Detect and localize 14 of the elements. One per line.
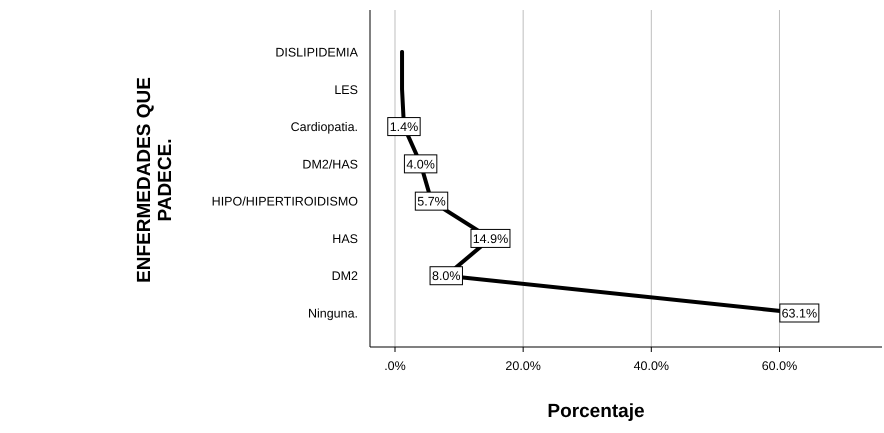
y-tick-label: Ninguna. xyxy=(308,306,358,320)
x-axis-title: Porcentaje xyxy=(547,401,645,422)
y-tick-label: HAS xyxy=(332,232,358,246)
y-tick-label: DM2/HAS xyxy=(302,157,358,172)
y-tick-label: LES xyxy=(334,82,358,97)
y-axis-title: ENFERMEDADES QUE PADECE. xyxy=(134,77,176,283)
y-tick-label: HIPO/HIPERTIROIDISMO xyxy=(212,194,358,209)
x-tick-label: 20.0% xyxy=(505,359,541,373)
x-tick-label: .0% xyxy=(384,359,406,373)
y-tick-label: DM2 xyxy=(332,269,358,284)
x-tick-label: 40.0% xyxy=(634,359,670,373)
x-tick-label: 60.0% xyxy=(762,359,798,373)
y-tick-label: DISLIPIDEMIA xyxy=(275,46,359,60)
y-tick-label: Cardiopatia. xyxy=(290,120,358,134)
